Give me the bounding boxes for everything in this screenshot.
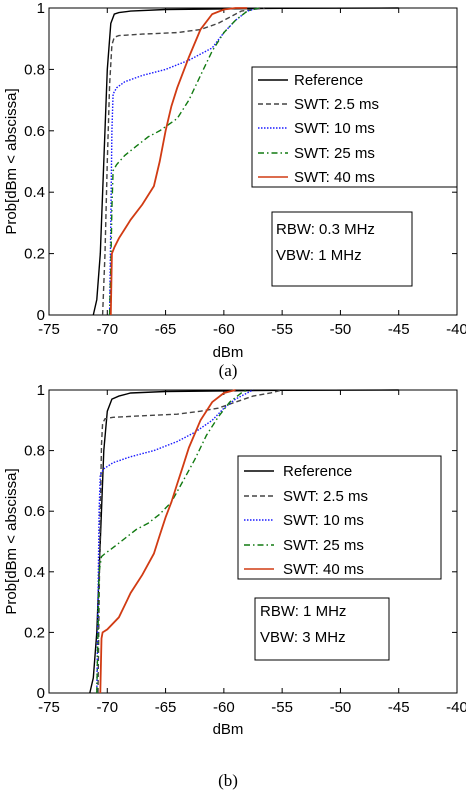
y-tick-label: 0.4 [24, 564, 45, 581]
y-tick-label: 1 [37, 0, 45, 17]
y-tick-label: 0 [37, 307, 45, 324]
y-tick-label: 0.8 [24, 61, 45, 78]
x-axis-label: dBm [213, 721, 244, 738]
x-tick-label: -40 [446, 321, 466, 338]
series-line-swt-25-ms [96, 389, 248, 694]
legend-entry: SWT: 25 ms [283, 537, 364, 554]
legend-entry: SWT: 10 ms [283, 512, 364, 529]
x-tick-label: -45 [388, 321, 410, 338]
y-tick-label: 0.2 [24, 246, 45, 263]
legend-box [251, 66, 458, 188]
y-tick-label: 0 [37, 685, 45, 702]
y-axis-label: Prob[dBm < abscissa] [3, 88, 20, 234]
legend-entry: SWT: 10 ms [294, 120, 375, 137]
y-tick-label: 0.8 [24, 443, 45, 460]
x-axis-label: dBm [213, 344, 244, 361]
series-line-swt-10-ms [108, 7, 259, 316]
legend-entry: SWT: 2.5 ms [283, 488, 368, 505]
legend-entry: Reference [294, 72, 363, 89]
y-tick-label: 0.4 [24, 184, 45, 201]
series-line-swt-25-ms [108, 7, 259, 316]
x-tick-label: -45 [388, 699, 410, 716]
y-tick-label: 1 [37, 382, 45, 399]
annotation-text: RBW: 0.3 MHz [276, 221, 375, 238]
x-tick-label: -40 [446, 699, 466, 716]
legend-box [237, 455, 442, 580]
annotation-text: VBW: 3 MHz [260, 629, 346, 646]
series-line-swt-10-ms [96, 389, 254, 694]
x-tick-label: -70 [96, 699, 118, 716]
x-tick-label: -50 [330, 699, 352, 716]
series-line-swt-40-ms [99, 389, 236, 694]
legend-entry: SWT: 25 ms [294, 145, 375, 162]
x-tick-label: -50 [330, 321, 352, 338]
panel-caption: (b) [218, 771, 238, 790]
legend-entry: SWT: 40 ms [294, 169, 375, 186]
y-tick-label: 0.6 [24, 123, 45, 140]
annotation-box [271, 211, 413, 287]
x-tick-label: -55 [271, 321, 293, 338]
legend-entry: SWT: 40 ms [283, 561, 364, 578]
series-line-swt-40-ms [109, 7, 248, 316]
series-line-reference [89, 389, 399, 694]
annotation-text: VBW: 1 MHz [276, 247, 362, 264]
x-tick-label: -65 [155, 699, 177, 716]
y-tick-label: 0.6 [24, 503, 45, 520]
x-tick-label: -75 [38, 699, 60, 716]
series-line-swt-2-5-ms [101, 7, 265, 316]
y-tick-label: 0.2 [24, 624, 45, 641]
annotation-box [254, 597, 390, 661]
x-tick-label: -60 [213, 321, 235, 338]
x-tick-label: -70 [96, 321, 118, 338]
x-tick-label: -55 [271, 699, 293, 716]
legend-entry: Reference [283, 463, 352, 480]
chart-panel-1: -75 -70 -65 -60 -55 -50 -45 -40 0 0.2 0.4 0.6 0.8 1 dB… [3, 0, 466, 380]
x-tick-label: -75 [38, 321, 60, 338]
annotation-text: RBW: 1 MHz [260, 603, 346, 620]
legend-entry: SWT: 2.5 ms [294, 96, 379, 113]
x-tick-label: -60 [213, 699, 235, 716]
chart-panel-2: -75 -70 -65 -60 -55 -50 -45 -40 0 0.2 0.4 0.6 0.8 1 dB… [3, 382, 466, 790]
x-tick-label: -65 [155, 321, 177, 338]
panel-caption: (a) [219, 361, 238, 380]
series-line-swt-2-5-ms [97, 389, 283, 694]
y-axis-label: Prob[dBm < abscissa] [3, 468, 20, 614]
